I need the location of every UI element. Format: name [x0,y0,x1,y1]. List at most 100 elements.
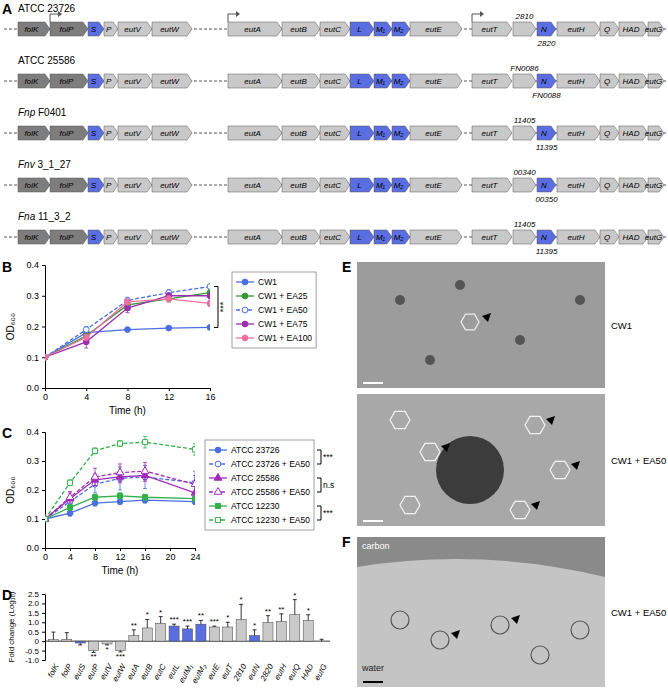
tick-label: 20 [165,552,175,562]
tick: 0 [43,388,48,402]
gene-arrow [513,126,536,140]
gene-arrow [410,230,462,244]
gene-arrow [472,230,512,244]
locus-label: 11395 [536,143,558,152]
marker [207,325,210,331]
gene-label: N [541,181,547,190]
tick: 24 [190,548,200,562]
gene-label: eutT [481,25,498,34]
gene-label: M₂ [394,25,404,34]
error-bar [93,448,97,454]
marker [141,467,149,474]
gene-arrow [50,74,88,88]
gene-arrow [320,126,350,140]
significance-bracket [317,478,321,492]
axis-title: OD₆₀₀ [5,476,16,503]
gene-label: eutC [324,77,341,86]
gene-arrow [320,230,350,244]
tick: 0.2 [26,485,45,495]
gene-arrow [104,230,118,244]
tick: 4 [68,548,73,562]
gene-label: eutG [645,25,662,34]
bar [276,621,286,641]
gene-label: eutG [645,233,662,242]
gene-arrow [50,22,88,36]
tick-mark [42,594,45,595]
tick: 1.5 [28,609,45,618]
bar [156,623,166,641]
locus-label: 00350 [535,195,558,204]
tick: 0.3 [26,456,45,466]
panel-label: C [2,425,12,441]
tick-label: eutP [85,662,101,681]
marker [116,468,124,475]
panel-label: A [2,1,12,17]
legend-marker [215,461,221,467]
marker [92,495,97,500]
tick-label: 0.2 [26,485,39,495]
significance-label: *** [183,617,192,626]
gene-arrow [118,230,152,244]
error-bar [143,494,147,500]
marker [192,447,195,452]
error-bar [306,615,310,621]
legend-label: ATCC 23726 + EA50 [231,459,310,469]
gene-label: HAD [623,233,640,242]
gene-label: Q [604,233,610,242]
gene-arrow [374,74,392,88]
operon: Fnp F0401folKfolPSPeutVeutWeutAeutBeutCL… [4,107,666,152]
gene-label: eutT [481,129,498,138]
gene-arrow [350,178,374,192]
tick-mark [195,548,196,551]
gene-arrow [50,230,88,244]
gene-label: eutW [160,129,180,138]
marker [166,325,172,331]
gene-arrow [152,74,192,88]
tick-label: folK [46,662,61,679]
error-bar [51,632,55,640]
significance-bracket [317,450,321,464]
gene-arrow [88,22,104,36]
tick-label: 0 [43,392,48,402]
gene-label: eutB [290,129,307,138]
arrowhead [482,313,491,322]
legend: CW1CW1 + EA25CW1 + EA50CW1 + EA75CW1 + E… [232,272,316,348]
gene-label: M₂ [394,181,404,190]
marker [207,284,210,290]
chart: -1.0-0.500.51.01.52.02.5Fold change (Log… [7,590,330,685]
gene-arrow [18,74,50,88]
particle [431,631,449,649]
gene-label: eutT [481,77,498,86]
gene-label: eutH [568,233,585,242]
significance-label: *** [323,452,334,462]
significance-label: *** [210,617,219,626]
legend-marker [214,488,222,495]
error-bar [93,500,97,506]
gene-arrow [18,178,50,192]
gene-arrow [557,178,600,192]
error-bar [239,604,243,619]
gene-arrow [600,74,619,88]
tick-label: 4 [84,392,89,402]
gene-arrow [18,22,50,36]
locus-label: 2820 [537,39,556,48]
tick: 4 [84,388,89,402]
series-line [45,327,210,357]
marker [142,440,147,445]
gene-label: eutA [244,129,260,138]
marker [66,493,74,500]
particle [525,416,545,433]
gene-arrow [282,126,320,140]
particle [531,646,549,664]
gene-label: eutE [425,233,442,242]
series-line [45,442,195,519]
axis-title: Fold change (Log₁₀) [7,591,16,662]
promoter-head [58,11,62,17]
significance-label: *** [218,301,228,312]
marker [92,500,98,506]
axis: 0481216 [43,388,216,402]
gene-label: eutW [160,77,180,86]
gene-arrow [118,22,152,36]
gene-label: M₁ [376,25,386,34]
legend-label: ATCC 12230 + EA50 [231,515,310,525]
